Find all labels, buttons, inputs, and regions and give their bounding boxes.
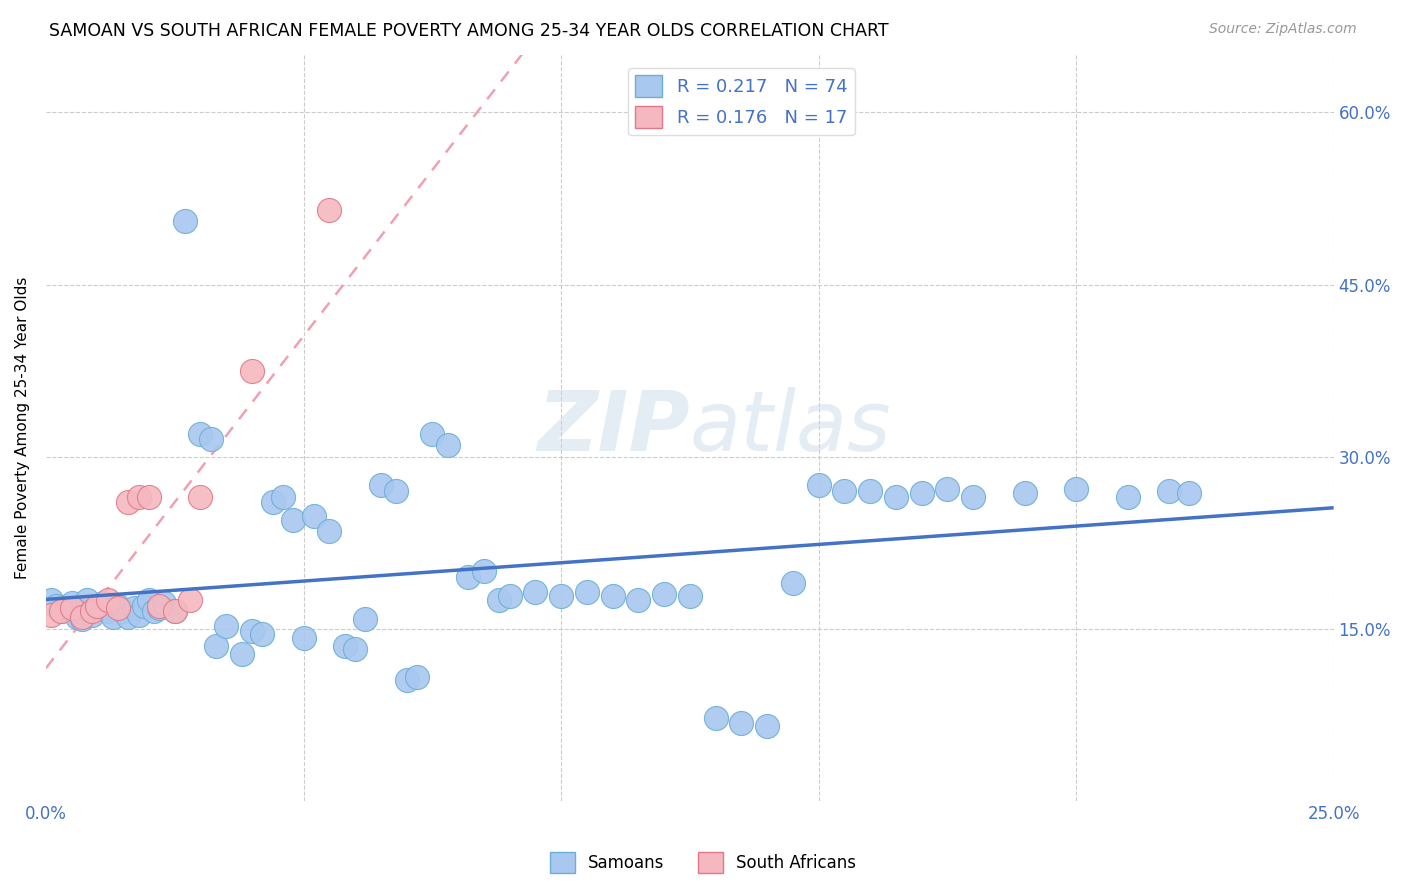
- Legend: R = 0.217   N = 74, R = 0.176   N = 17: R = 0.217 N = 74, R = 0.176 N = 17: [628, 68, 855, 136]
- Point: [283, 513, 305, 527]
- Point: [163, 604, 186, 618]
- Point: [292, 631, 315, 645]
- Point: [86, 599, 108, 613]
- Point: [652, 587, 675, 601]
- Text: ZIP: ZIP: [537, 387, 690, 468]
- Point: [122, 601, 145, 615]
- Point: [205, 639, 228, 653]
- Point: [1157, 483, 1180, 498]
- Point: [91, 596, 114, 610]
- Point: [240, 624, 263, 638]
- Point: [333, 639, 356, 653]
- Point: [271, 490, 294, 504]
- Point: [51, 604, 73, 618]
- Point: [910, 486, 932, 500]
- Point: [82, 604, 104, 618]
- Point: [1178, 486, 1201, 500]
- Point: [82, 607, 104, 622]
- Point: [128, 490, 150, 504]
- Point: [107, 599, 129, 613]
- Point: [1014, 486, 1036, 500]
- Point: [101, 610, 124, 624]
- Point: [60, 601, 83, 615]
- Point: [174, 214, 197, 228]
- Point: [45, 599, 67, 613]
- Legend: Samoans, South Africans: Samoans, South Africans: [543, 846, 863, 880]
- Text: Source: ZipAtlas.com: Source: ZipAtlas.com: [1209, 22, 1357, 37]
- Point: [60, 596, 83, 610]
- Point: [231, 647, 253, 661]
- Point: [385, 483, 408, 498]
- Point: [66, 610, 89, 624]
- Point: [405, 670, 427, 684]
- Point: [138, 593, 160, 607]
- Point: [128, 607, 150, 622]
- Point: [318, 524, 340, 538]
- Text: SAMOAN VS SOUTH AFRICAN FEMALE POVERTY AMONG 25-34 YEAR OLDS CORRELATION CHART: SAMOAN VS SOUTH AFRICAN FEMALE POVERTY A…: [49, 22, 889, 40]
- Point: [524, 585, 547, 599]
- Point: [859, 483, 882, 498]
- Point: [756, 719, 779, 733]
- Point: [302, 509, 325, 524]
- Point: [457, 570, 479, 584]
- Point: [602, 590, 624, 604]
- Point: [1064, 482, 1087, 496]
- Point: [488, 593, 510, 607]
- Point: [498, 590, 520, 604]
- Point: [51, 604, 73, 618]
- Point: [834, 483, 856, 498]
- Point: [55, 601, 77, 615]
- Point: [575, 585, 598, 599]
- Point: [76, 593, 98, 607]
- Point: [39, 607, 62, 622]
- Point: [143, 604, 166, 618]
- Point: [117, 495, 139, 509]
- Point: [782, 575, 804, 590]
- Point: [395, 673, 418, 688]
- Point: [550, 590, 572, 604]
- Point: [97, 604, 120, 618]
- Point: [86, 601, 108, 615]
- Point: [1116, 490, 1139, 504]
- Point: [807, 478, 830, 492]
- Point: [138, 490, 160, 504]
- Point: [163, 604, 186, 618]
- Y-axis label: Female Poverty Among 25-34 Year Olds: Female Poverty Among 25-34 Year Olds: [15, 277, 30, 579]
- Point: [730, 715, 752, 730]
- Point: [190, 490, 212, 504]
- Point: [107, 601, 129, 615]
- Point: [472, 564, 495, 578]
- Point: [318, 202, 340, 217]
- Point: [215, 619, 238, 633]
- Point: [343, 642, 366, 657]
- Point: [112, 604, 135, 618]
- Text: atlas: atlas: [690, 387, 891, 468]
- Point: [190, 426, 212, 441]
- Point: [884, 490, 907, 504]
- Point: [420, 426, 443, 441]
- Point: [70, 610, 93, 624]
- Point: [240, 363, 263, 377]
- Point: [354, 612, 377, 626]
- Point: [39, 593, 62, 607]
- Point: [153, 596, 176, 610]
- Point: [97, 593, 120, 607]
- Point: [679, 590, 702, 604]
- Point: [252, 627, 274, 641]
- Point: [936, 482, 959, 496]
- Point: [262, 495, 284, 509]
- Point: [962, 490, 984, 504]
- Point: [70, 612, 93, 626]
- Point: [200, 433, 222, 447]
- Point: [132, 599, 155, 613]
- Point: [148, 599, 170, 613]
- Point: [117, 610, 139, 624]
- Point: [148, 601, 170, 615]
- Point: [436, 438, 458, 452]
- Point: [627, 593, 650, 607]
- Point: [179, 593, 201, 607]
- Point: [370, 478, 392, 492]
- Point: [704, 711, 727, 725]
